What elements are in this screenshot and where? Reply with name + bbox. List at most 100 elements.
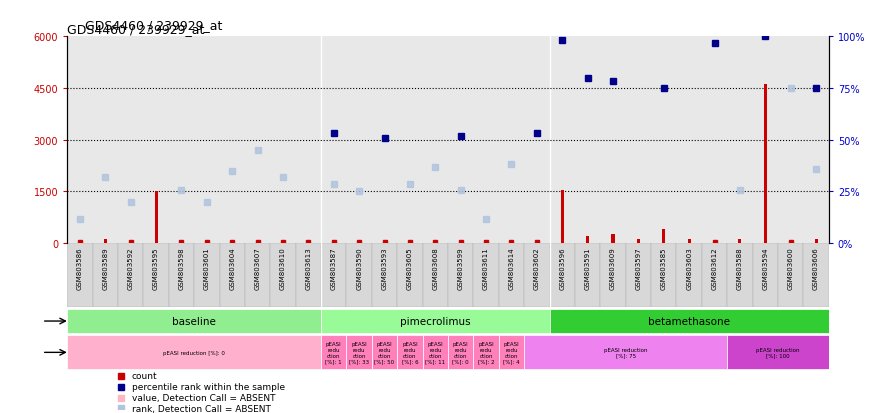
Text: pEASI
redu
ction
[%]: 50: pEASI redu ction [%]: 50 (375, 341, 394, 364)
Bar (763, 85, 767, 243)
Bar (194, 243, 220, 308)
Text: GSM803594: GSM803594 (762, 247, 769, 289)
Bar (804, 243, 829, 308)
Bar (448, 335, 473, 370)
Text: pEASI
redu
ction
[%]: 11: pEASI redu ction [%]: 11 (426, 341, 445, 364)
Bar (168, 243, 194, 308)
Bar (104, 240, 107, 243)
Text: GSM803614: GSM803614 (508, 247, 514, 289)
Text: pEASI
redu
ction
[%]: 6: pEASI redu ction [%]: 6 (401, 341, 418, 364)
Bar (143, 243, 168, 308)
Text: GSM803593: GSM803593 (382, 247, 388, 289)
Text: GSM803602: GSM803602 (534, 247, 540, 289)
Text: GSM803604: GSM803604 (229, 247, 236, 289)
Bar (600, 243, 625, 308)
Text: GSM803611: GSM803611 (483, 247, 489, 289)
Text: pEASI
redu
ction
[%]: 0: pEASI redu ction [%]: 0 (452, 341, 469, 364)
Text: percentile rank within the sample: percentile rank within the sample (132, 382, 285, 392)
Text: GDS4460 / 239929_at: GDS4460 / 239929_at (85, 19, 222, 32)
Bar (676, 243, 702, 308)
Text: GSM803588: GSM803588 (737, 247, 743, 289)
Bar (778, 243, 804, 308)
Bar (67, 335, 321, 370)
Text: pEASI
redu
ction
[%]: 33: pEASI redu ction [%]: 33 (349, 341, 369, 364)
Bar (372, 243, 397, 308)
Bar (651, 243, 676, 308)
Text: GSM803585: GSM803585 (660, 247, 667, 289)
Text: pEASI reduction
[%]: 75: pEASI reduction [%]: 75 (604, 347, 648, 358)
Bar (397, 243, 423, 308)
Text: GSM803589: GSM803589 (102, 247, 108, 289)
Bar (448, 243, 473, 308)
Text: pEASI
redu
ction
[%]: 1: pEASI redu ction [%]: 1 (325, 341, 342, 364)
Bar (561, 190, 564, 243)
Bar (473, 243, 499, 308)
Bar (296, 243, 321, 308)
Bar (586, 236, 590, 243)
Text: GSM803612: GSM803612 (711, 247, 718, 289)
Bar (814, 239, 818, 243)
Text: pEASI
redu
ction
[%]: 4: pEASI redu ction [%]: 4 (504, 341, 520, 364)
Text: GSM803599: GSM803599 (458, 247, 464, 289)
Text: baseline: baseline (172, 316, 216, 326)
Bar (154, 192, 158, 243)
Bar (347, 243, 372, 308)
Bar (753, 243, 778, 308)
Text: GDS4460 / 239929_at: GDS4460 / 239929_at (67, 23, 204, 36)
Text: pEASI reduction [%]: 0: pEASI reduction [%]: 0 (163, 350, 225, 355)
Text: GSM803598: GSM803598 (178, 247, 185, 289)
Text: GSM803590: GSM803590 (356, 247, 362, 289)
Text: GSM803609: GSM803609 (610, 247, 616, 289)
Bar (397, 335, 423, 370)
Text: GSM803586: GSM803586 (77, 247, 83, 289)
Text: GSM803595: GSM803595 (153, 247, 159, 289)
Text: GSM803606: GSM803606 (813, 247, 819, 289)
Text: GSM803601: GSM803601 (203, 247, 210, 289)
Text: pEASI
redu
ction
[%]: 2: pEASI redu ction [%]: 2 (478, 341, 495, 364)
Bar (524, 335, 728, 370)
Bar (687, 240, 691, 243)
Text: GSM803610: GSM803610 (280, 247, 286, 289)
Text: pEASI reduction
[%]: 100: pEASI reduction [%]: 100 (756, 347, 800, 358)
Bar (271, 243, 296, 308)
Bar (662, 230, 666, 243)
Text: betamethasone: betamethasone (648, 316, 730, 326)
Text: pimecrolimus: pimecrolimus (400, 316, 470, 326)
Text: rank, Detection Call = ABSENT: rank, Detection Call = ABSENT (132, 404, 271, 413)
Bar (67, 309, 321, 333)
Bar (321, 243, 347, 308)
Bar (702, 243, 728, 308)
Bar (67, 243, 92, 308)
Bar (321, 309, 549, 333)
Bar (220, 243, 245, 308)
Bar (499, 335, 524, 370)
Text: GSM803596: GSM803596 (559, 247, 565, 289)
Bar (728, 243, 753, 308)
Bar (473, 335, 499, 370)
Bar (92, 243, 118, 308)
Text: GSM803587: GSM803587 (331, 247, 337, 289)
Bar (423, 335, 448, 370)
Bar (549, 243, 575, 308)
Bar (728, 335, 829, 370)
Bar (524, 243, 549, 308)
Text: GSM803592: GSM803592 (127, 247, 134, 289)
Bar (625, 243, 651, 308)
Bar (118, 243, 143, 308)
Text: value, Detection Call = ABSENT: value, Detection Call = ABSENT (132, 393, 275, 402)
Bar (499, 243, 524, 308)
Text: GSM803607: GSM803607 (254, 247, 261, 289)
Bar (423, 243, 448, 308)
Text: GSM803608: GSM803608 (432, 247, 438, 289)
Bar (245, 243, 271, 308)
Text: GSM803603: GSM803603 (686, 247, 693, 289)
Bar (637, 240, 640, 243)
Bar (575, 243, 600, 308)
Text: GSM803597: GSM803597 (635, 247, 642, 289)
Bar (347, 335, 372, 370)
Bar (611, 235, 615, 243)
Bar (738, 240, 742, 243)
Text: GSM803613: GSM803613 (306, 247, 312, 289)
Bar (321, 335, 347, 370)
Text: GSM803605: GSM803605 (407, 247, 413, 289)
